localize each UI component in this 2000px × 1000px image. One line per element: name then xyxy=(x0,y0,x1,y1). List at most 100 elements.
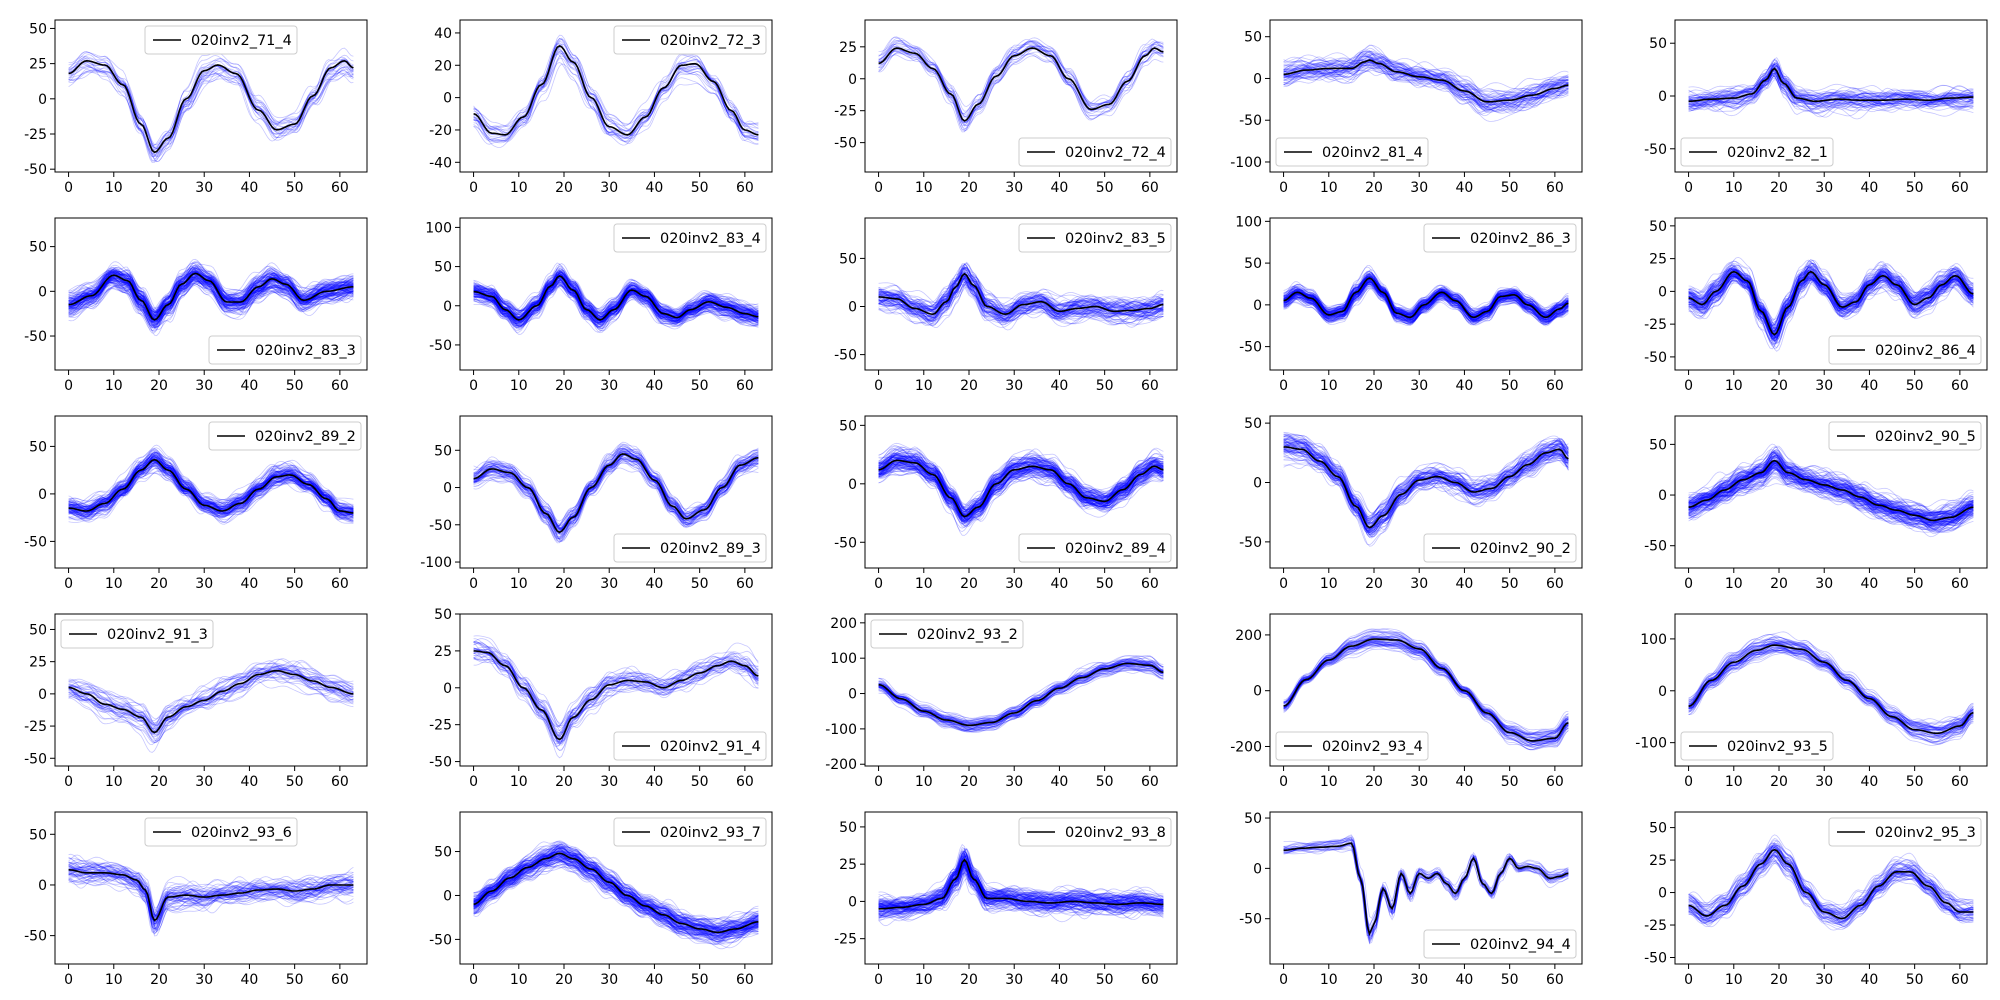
trace-line xyxy=(68,455,354,515)
trace-line xyxy=(878,855,1164,907)
trace-line xyxy=(1688,267,1974,345)
trace-line xyxy=(1283,631,1569,745)
trace-line xyxy=(473,51,759,145)
trace-line xyxy=(1688,266,1974,331)
trace-line xyxy=(878,848,1164,909)
legend-label: 020inv2_93_5 xyxy=(1727,739,1828,755)
trace-line xyxy=(1283,66,1569,102)
trace-line xyxy=(1283,67,1569,108)
trace-line xyxy=(878,860,1164,908)
trace-line xyxy=(1283,644,1569,738)
y-tick-label: -50 xyxy=(1239,113,1262,129)
trace-line xyxy=(878,665,1164,728)
trace-line xyxy=(1688,843,1974,923)
trace-line xyxy=(1688,642,1974,730)
x-tick-label: 40 xyxy=(1051,378,1069,394)
y-tick-label: -50 xyxy=(429,932,452,948)
trace-line xyxy=(878,456,1164,512)
x-tick-label: 60 xyxy=(736,972,754,988)
legend-box xyxy=(613,25,767,55)
trace-line xyxy=(473,276,759,333)
trace-line xyxy=(1688,463,1974,526)
trace-line xyxy=(1283,441,1569,514)
trace-line xyxy=(68,274,354,325)
trace-line xyxy=(68,859,354,935)
legend-label: 020inv2_94_4 xyxy=(1470,937,1571,953)
trace-line xyxy=(1688,264,1974,336)
trace-line xyxy=(878,464,1164,526)
trace-line xyxy=(1688,467,1974,522)
trace-line xyxy=(878,864,1164,909)
trace-line xyxy=(473,271,759,321)
trace-line xyxy=(68,54,354,157)
x-tick-label: 0 xyxy=(64,378,73,394)
trace-line xyxy=(473,281,759,327)
trace-line xyxy=(473,271,759,318)
trace-line xyxy=(1283,437,1569,528)
trace-line xyxy=(1283,50,1569,110)
legend-label: 020inv2_81_4 xyxy=(1322,145,1423,161)
trace-line xyxy=(68,459,354,510)
trace-line xyxy=(1283,276,1569,318)
x-tick-label: 30 xyxy=(195,378,213,394)
trace-line xyxy=(1688,845,1974,920)
y-tick-label: -50 xyxy=(1644,539,1667,555)
trace-line xyxy=(1688,461,1974,525)
trace-line xyxy=(68,276,354,324)
trace-line xyxy=(1283,444,1569,538)
x-tick-label: 40 xyxy=(1456,972,1474,988)
trace-line xyxy=(1283,842,1569,932)
trace-line xyxy=(473,283,759,329)
axes-frame xyxy=(54,415,368,569)
trace-line xyxy=(1688,647,1974,732)
trace-line xyxy=(1283,280,1569,319)
mean-line xyxy=(68,458,354,514)
trace-line xyxy=(473,855,759,934)
trace-line xyxy=(878,456,1164,516)
trace-line xyxy=(878,47,1164,112)
trace-line xyxy=(1688,456,1974,524)
x-tick-label: 60 xyxy=(736,576,754,592)
trace-line xyxy=(1283,275,1569,320)
trace-line xyxy=(1688,457,1974,526)
trace-line xyxy=(1283,444,1569,536)
trace-line xyxy=(68,271,354,329)
trace-line xyxy=(473,443,759,530)
x-tick-label: 40 xyxy=(241,972,259,988)
axes-frame xyxy=(864,811,1178,965)
trace-line xyxy=(1688,462,1974,523)
x-tick-label: 0 xyxy=(874,378,883,394)
trace-line xyxy=(878,455,1164,511)
legend-box xyxy=(1275,731,1429,761)
trace-line xyxy=(1283,440,1569,535)
trace-line xyxy=(1283,839,1569,936)
trace-line xyxy=(1688,450,1974,531)
trace-line xyxy=(878,668,1164,720)
trace-line xyxy=(68,456,354,515)
trace-line xyxy=(878,861,1164,912)
trace-line xyxy=(878,861,1164,908)
trace-line xyxy=(878,266,1164,318)
trace-line xyxy=(878,849,1164,910)
mean-line xyxy=(878,858,1164,910)
trace-line xyxy=(473,854,759,930)
trace-line xyxy=(1688,646,1974,738)
trace-line xyxy=(1688,63,1974,100)
trace-line xyxy=(1688,68,1974,98)
legend: 020inv2_91_4 xyxy=(613,731,767,761)
mean-line xyxy=(68,59,354,154)
trace-line xyxy=(473,657,759,728)
trace-line xyxy=(878,267,1164,316)
trace-line xyxy=(473,284,759,324)
x-tick-label: 60 xyxy=(1546,972,1564,988)
trace-line xyxy=(1283,280,1569,322)
trace-line xyxy=(1283,844,1569,933)
trace-line xyxy=(878,460,1164,522)
trace-group xyxy=(1688,256,1974,352)
trace-line xyxy=(68,280,354,321)
x-tick-label: 50 xyxy=(1501,180,1519,196)
y-tick-label: 25 xyxy=(29,57,47,73)
x-tick-label: 0 xyxy=(469,180,478,196)
x-tick-label: 30 xyxy=(1410,774,1428,790)
